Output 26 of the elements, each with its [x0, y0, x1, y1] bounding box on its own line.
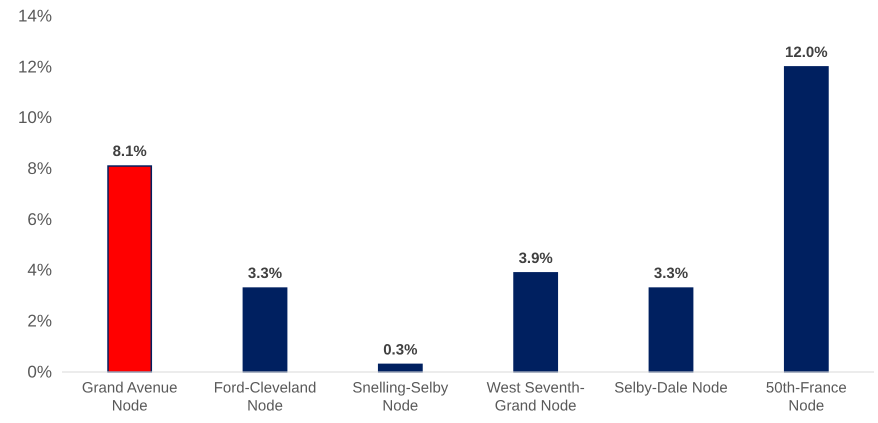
y-tick-label: 2%	[27, 312, 52, 331]
x-tick-label: Selby-Dale Node	[614, 380, 728, 397]
data-label: 3.3%	[654, 265, 688, 282]
bar	[107, 165, 152, 373]
y-tick-label: 4%	[27, 260, 52, 280]
bar	[513, 272, 558, 373]
bar	[648, 287, 694, 373]
data-label: 3.3%	[248, 265, 282, 282]
data-label: 3.9%	[518, 250, 553, 267]
y-tick-label: 0%	[27, 362, 52, 382]
bar	[784, 66, 829, 373]
y-tick-label: 8%	[27, 159, 52, 178]
bar	[242, 287, 288, 373]
bar	[378, 364, 423, 373]
data-label: 12.0%	[785, 44, 828, 61]
x-tick-label: Snelling-Selby Node	[352, 380, 449, 415]
data-label: 0.3%	[383, 341, 418, 358]
y-tick-label: 14%	[18, 6, 52, 26]
x-tick-label: West Seventh-Grand Node	[486, 380, 585, 415]
x-tick-label: 50th-France Node	[766, 380, 847, 415]
y-tick-label: 6%	[27, 210, 52, 229]
data-label: 8.1%	[112, 143, 147, 160]
y-tick-label: 10%	[18, 108, 52, 128]
y-tick-label: 12%	[18, 57, 52, 76]
x-tick-label: Grand Avenue Node	[82, 380, 178, 415]
x-tick-label: Ford-Cleveland Node	[214, 380, 316, 415]
